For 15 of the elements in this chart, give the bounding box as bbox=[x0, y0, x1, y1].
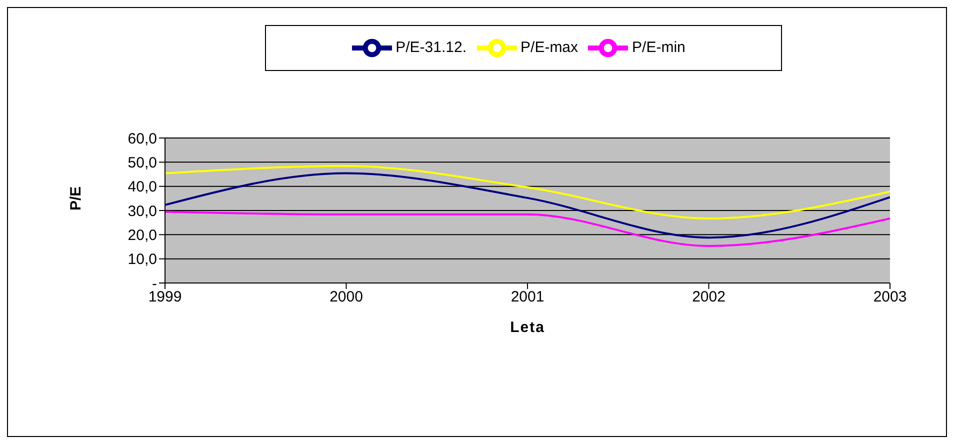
legend-label: P/E-min bbox=[632, 38, 686, 56]
legend-label: P/E-31.12. bbox=[396, 38, 467, 56]
x-tick-label: 2003 bbox=[873, 288, 907, 306]
y-axis-title: P/E bbox=[67, 186, 84, 210]
x-tick-label: 2000 bbox=[330, 288, 363, 306]
y-tick-label: 10,0 bbox=[128, 251, 157, 268]
x-tick-label: 2001 bbox=[510, 288, 544, 306]
y-tick-label: 60,0 bbox=[128, 130, 157, 148]
y-tick-label: 30,0 bbox=[128, 202, 157, 220]
y-tick-label: 20,0 bbox=[128, 226, 157, 244]
y-tick-label: 50,0 bbox=[128, 154, 157, 172]
x-tick-label: 2002 bbox=[692, 288, 726, 306]
y-tick-label: 40,0 bbox=[128, 178, 157, 196]
legend-label: P/E-max bbox=[520, 38, 578, 56]
x-axis-title: Leta bbox=[510, 319, 545, 336]
